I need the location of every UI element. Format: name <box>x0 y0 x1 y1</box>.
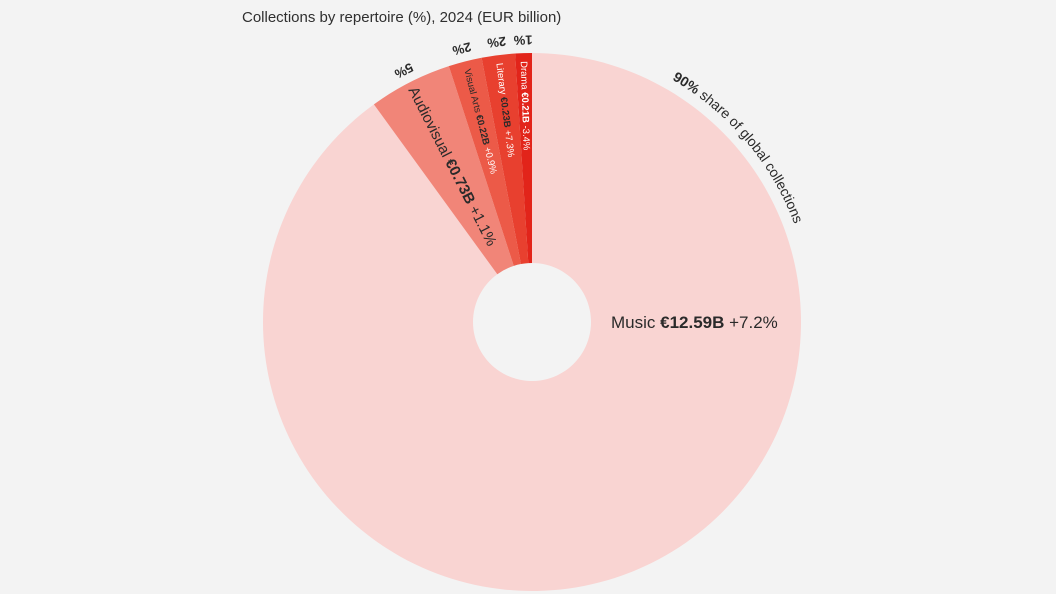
slice-label-drama-value: €0.21B <box>519 92 531 126</box>
slice-visual-arts <box>448 57 521 266</box>
share-label-visual-arts: 2% <box>450 39 472 58</box>
chart-title: Collections by repertoire (%), 2024 (EUR… <box>242 9 562 26</box>
slice-drama <box>515 53 532 264</box>
slice-label-music-name: Music <box>611 313 660 332</box>
slice-label-music-value: €12.59B <box>660 313 729 332</box>
slice-label-music-change: +7.2% <box>729 313 778 332</box>
slice-label-literary-change: +7.3% <box>502 129 516 158</box>
share-label-audiovisual: 5% <box>392 60 416 82</box>
slice-label-drama-name: Drama <box>518 61 530 92</box>
slice-label-music: Music €12.59B +7.2% <box>611 313 778 332</box>
share-label-literary: 2% <box>486 34 507 51</box>
share-label-drama: 1% <box>513 32 533 48</box>
slice-audiovisual <box>373 66 514 275</box>
slice-label-literary: Literary €0.23B +7.3% <box>494 62 517 158</box>
slice-label-drama-change: -3.4% <box>520 125 532 151</box>
slice-group <box>262 53 801 592</box>
slice-label-literary-value: €0.23B <box>498 96 513 130</box>
slice-literary <box>481 53 529 265</box>
slice-music <box>262 53 801 592</box>
slice-label-literary-name: Literary <box>494 62 509 97</box>
slice-label-drama: Drama €0.21B -3.4% <box>518 61 532 151</box>
